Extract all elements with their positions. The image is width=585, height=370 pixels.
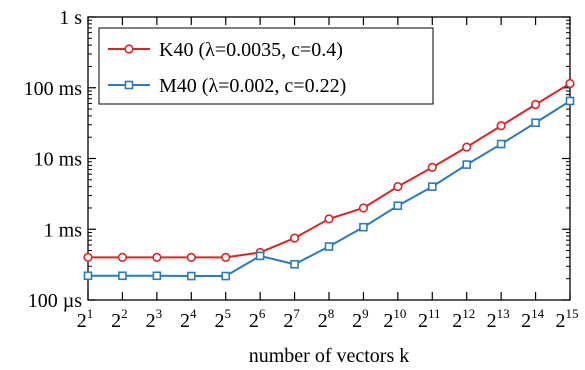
x-tick-label: 21 [77, 306, 94, 332]
data-point [427, 182, 437, 191]
x-tick-base: 2 [111, 310, 121, 332]
data-point [393, 182, 403, 192]
series-k40 [83, 78, 575, 263]
x-tick-label: 25 [214, 306, 231, 332]
x-tick-label: 27 [283, 306, 300, 332]
data-point [83, 271, 93, 281]
x-tick-base: 2 [146, 310, 156, 332]
x-tick-label: 24 [180, 306, 197, 332]
x-tick-exponent: 13 [497, 306, 510, 321]
legend-marker [124, 44, 134, 54]
x-tick-base: 2 [383, 310, 393, 332]
x-tick-base: 2 [180, 310, 190, 332]
data-point [531, 118, 540, 128]
x-tick-exponent: 7 [293, 306, 300, 321]
x-tick-base: 2 [556, 310, 566, 332]
x-tick-exponent: 6 [259, 306, 266, 321]
data-point [359, 222, 368, 232]
data-point [462, 142, 472, 152]
series-layer [83, 78, 575, 281]
x-tick-exponent: 10 [393, 306, 406, 321]
legend-marker [124, 80, 134, 90]
x-tick-base: 2 [77, 310, 87, 332]
x-tick-label: 23 [146, 306, 163, 332]
data-point [565, 96, 575, 106]
x-tick-base: 2 [521, 310, 531, 332]
x-tick-label: 211 [418, 306, 441, 332]
data-point [289, 233, 300, 243]
data-point [118, 271, 127, 281]
data-point [186, 252, 196, 263]
x-tick-label: 22 [111, 306, 128, 332]
data-point [221, 271, 231, 281]
y-tick-label: 1 s [59, 7, 82, 29]
x-tick-base: 2 [418, 310, 428, 332]
y-axis: 1 s 100 ms 10 ms 1 ms 100 µs [24, 7, 570, 312]
x-axis: 21 22 23 24 25 26 27 28 29 210 211 212 213 214 215 [77, 17, 579, 332]
data-point [186, 271, 196, 281]
data-point [393, 201, 403, 211]
x-tick-label: 28 [318, 306, 335, 332]
x-tick-exponent: 2 [121, 306, 128, 321]
x-tick-exponent: 3 [156, 306, 163, 321]
y-tick-label: 10 ms [34, 149, 83, 171]
data-point [152, 252, 162, 263]
x-axis-title: number of vectors k [249, 345, 410, 367]
x-tick-label: 29 [352, 306, 369, 332]
x-tick-exponent: 9 [362, 306, 369, 321]
y-tick-label: 100 µs [28, 290, 83, 312]
x-tick-exponent: 4 [190, 306, 197, 321]
legend-box [98, 27, 434, 105]
x-tick-exponent: 15 [566, 306, 579, 321]
data-point [427, 162, 437, 172]
data-point [496, 139, 506, 149]
data-point [358, 203, 369, 213]
x-tick-label: 210 [383, 306, 406, 332]
x-tick-base: 2 [214, 310, 224, 332]
data-point [290, 259, 299, 269]
y-tick-label: 100 ms [24, 78, 83, 100]
series-line [88, 82, 571, 259]
x-tick-exponent: 1 [87, 306, 94, 321]
data-point [152, 271, 162, 281]
x-tick-exponent: 8 [328, 306, 335, 321]
x-tick-base: 2 [452, 310, 462, 332]
series-m40 [83, 96, 575, 281]
legend-label: M40 (λ=0.002, c=0.22) [159, 75, 346, 97]
y-tick-label: 1 ms [44, 219, 83, 241]
legend: K40 (λ=0.0035, c=0.4) M40 (λ=0.002, c=0.2… [98, 27, 434, 105]
legend-label: K40 (λ=0.0035, c=0.4) [159, 39, 343, 61]
x-tick-label: 26 [249, 306, 266, 332]
x-tick-base: 2 [352, 310, 362, 332]
x-tick-exponent: 12 [462, 306, 475, 321]
x-tick-label: 213 [487, 306, 510, 332]
data-point [530, 99, 541, 110]
data-point [462, 160, 472, 169]
data-point [255, 251, 265, 261]
x-tick-exponent: 14 [531, 306, 545, 321]
x-tick-exponent: 11 [428, 306, 441, 321]
x-tick-base: 2 [487, 310, 497, 332]
x-tick-label: 215 [556, 306, 579, 332]
data-point [83, 252, 93, 263]
data-point [324, 242, 334, 251]
x-tick-base: 2 [249, 310, 259, 332]
x-tick-base: 2 [283, 310, 293, 332]
data-point [221, 252, 231, 263]
x-tick-exponent: 5 [224, 306, 231, 321]
data-point [324, 214, 334, 224]
x-tick-label: 212 [452, 306, 475, 332]
data-point [496, 121, 506, 131]
x-tick-base: 2 [318, 310, 328, 332]
data-point [565, 78, 575, 89]
x-tick-label: 214 [521, 306, 545, 332]
data-point [117, 252, 128, 263]
